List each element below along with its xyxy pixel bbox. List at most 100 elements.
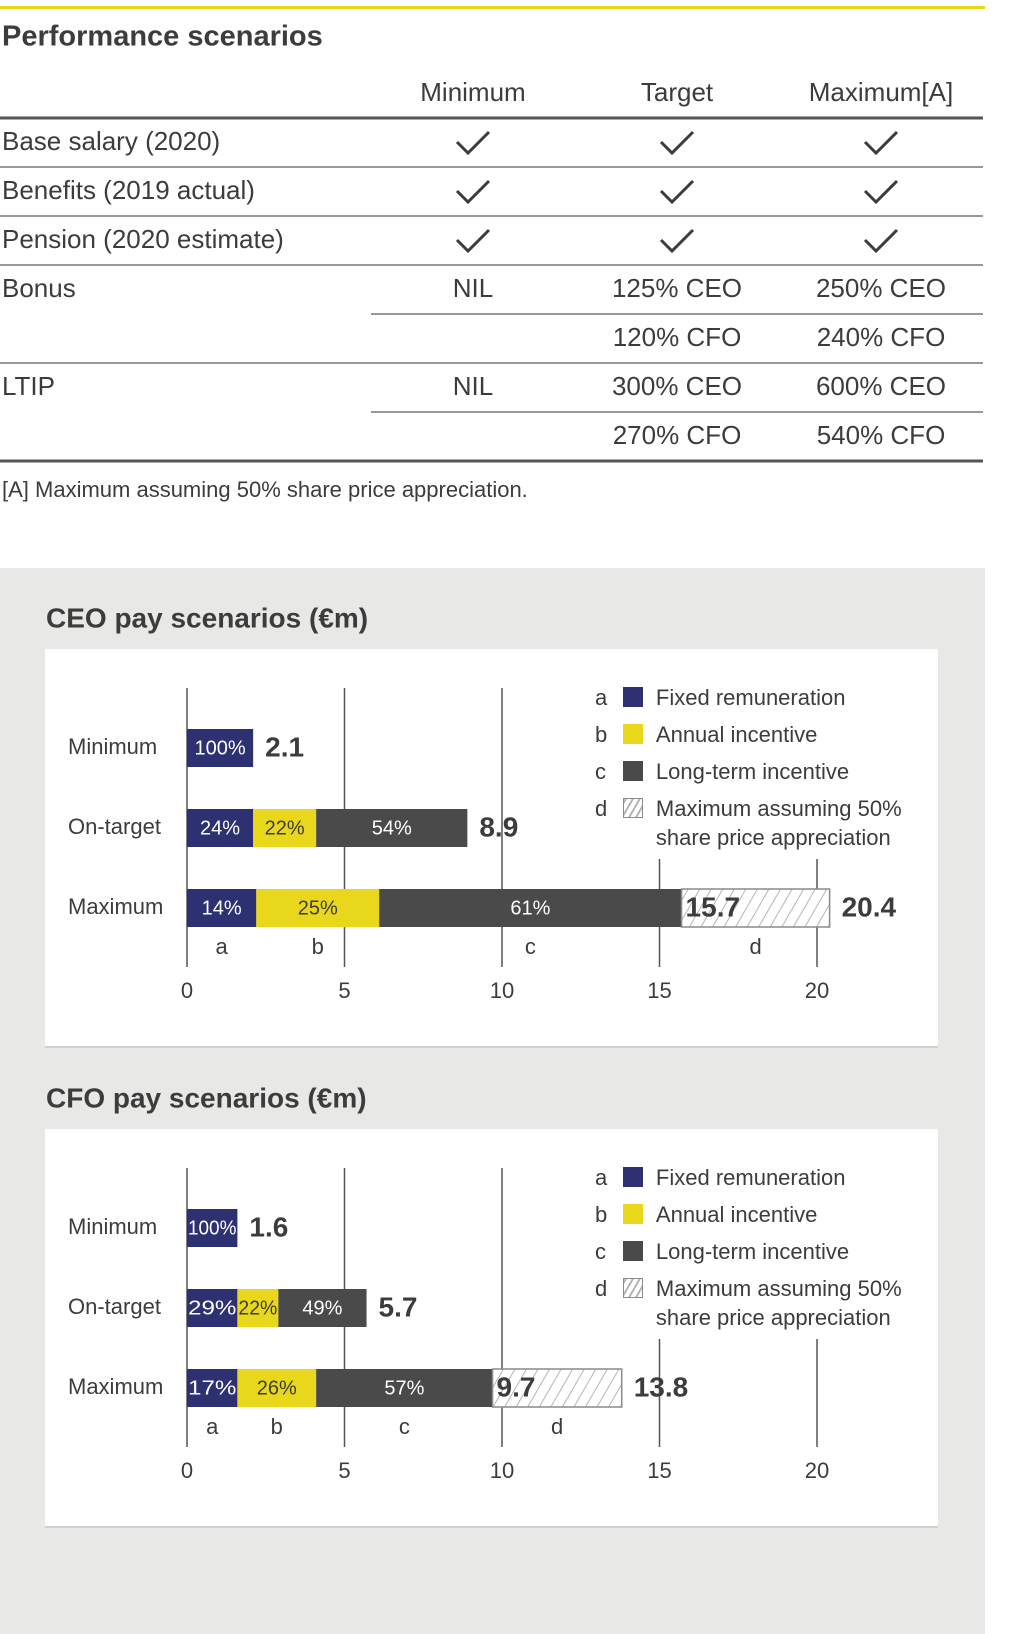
share-label: 25%	[298, 897, 338, 919]
column-header: Target	[641, 77, 714, 107]
chart-box	[45, 649, 938, 1047]
check-icon	[455, 179, 491, 205]
category-label: Minimum	[68, 1214, 157, 1239]
legend-label: Fixed remuneration	[655, 685, 846, 710]
bar-segment	[491, 1368, 623, 1408]
legend-letter: a	[595, 685, 608, 710]
x-tick-label: 10	[490, 1458, 514, 1483]
row-label: Pension (2020 estimate)	[2, 224, 284, 254]
bar-segment	[680, 888, 831, 928]
legend-entry: d Maximum assuming 50% share price apprec…	[595, 794, 925, 852]
segment-letter: d	[551, 1414, 563, 1439]
cell: NIL	[453, 273, 493, 303]
cell: 300% CEO	[612, 371, 742, 401]
legend-label: Maximum assuming 50% share price appreci…	[655, 796, 902, 850]
share-label: 17%	[188, 1377, 237, 1399]
legend-swatch	[622, 1167, 643, 1187]
check-icon	[863, 179, 899, 205]
legend-entry: d Maximum assuming 50% share price apprec…	[595, 1274, 925, 1332]
bar-segment	[187, 1369, 238, 1407]
legend-letter: d	[595, 1276, 608, 1301]
bar-segment	[187, 1289, 238, 1327]
share-label: 61%	[510, 897, 550, 919]
legend-entry: a Fixed remuneration	[595, 1163, 925, 1192]
share-label: 29%	[188, 1297, 237, 1319]
bar-segment	[237, 1369, 317, 1407]
total-label: 8.9	[479, 811, 518, 842]
legend-entry: c Long-term incentive	[595, 757, 925, 786]
bar-segment	[256, 889, 380, 927]
column-header: Maximum[A]	[809, 77, 953, 107]
legend-letter: c	[595, 759, 606, 784]
legend-swatch	[622, 1278, 643, 1298]
cell: 270% CFO	[613, 420, 742, 450]
segment-letter: a	[216, 934, 229, 959]
bar-segment	[316, 1369, 493, 1407]
legend-entry: a Fixed remuneration	[595, 683, 925, 712]
share-label: 57%	[384, 1377, 424, 1399]
check-icon	[659, 130, 695, 156]
share-label: 22%	[238, 1297, 277, 1319]
check-icon	[659, 179, 695, 205]
total-label: 2.1	[265, 731, 304, 762]
segment-letter: a	[206, 1414, 219, 1439]
legend-entry: b Annual incentive	[595, 1200, 925, 1229]
legend-letter: a	[595, 1165, 608, 1190]
total-label: 13.8	[634, 1371, 689, 1402]
x-tick-label: 15	[647, 978, 671, 1003]
legend-swatch	[622, 724, 643, 744]
legend-swatch	[622, 761, 643, 781]
legend-swatch	[622, 1204, 643, 1224]
category-label: Maximum	[68, 1374, 163, 1399]
bar-segment	[278, 1289, 367, 1327]
share-label: 100%	[194, 737, 245, 759]
legend-letter: b	[595, 722, 608, 747]
bar-segment	[187, 1209, 238, 1247]
share-label: 49%	[302, 1297, 342, 1319]
legend-swatch	[622, 1241, 643, 1261]
subtotal-label: 9.7	[497, 1371, 536, 1402]
cell: 120% CFO	[613, 322, 742, 352]
cell: 240% CFO	[817, 322, 946, 352]
row-label: Base salary (2020)	[2, 126, 220, 156]
share-label: 54%	[372, 817, 412, 839]
table-title: Performance scenarios	[2, 21, 323, 53]
legend-label: Long-term incentive	[655, 759, 850, 784]
row-label: Benefits (2019 actual)	[2, 175, 255, 205]
legend-letter: c	[595, 1239, 606, 1264]
legend-letter: d	[595, 796, 608, 821]
bar-segment	[379, 889, 682, 927]
cell: NIL	[453, 371, 493, 401]
legend-swatch	[622, 798, 643, 818]
chart-title: CFO pay scenarios (€m)	[46, 1082, 367, 1113]
legend-label: Long-term incentive	[655, 1239, 850, 1264]
total-label: 5.7	[379, 1291, 418, 1322]
legend-entry: c Long-term incentive	[595, 1237, 925, 1266]
segment-letter: c	[399, 1414, 410, 1439]
check-icon	[659, 228, 695, 254]
bar-segment	[187, 729, 254, 767]
bar-segment	[187, 809, 254, 847]
footnote: [A] Maximum assuming 50% share price app…	[2, 477, 528, 502]
share-label: 24%	[200, 817, 240, 839]
column-header: Minimum	[420, 77, 525, 107]
check-icon	[863, 130, 899, 156]
category-label: Minimum	[68, 734, 157, 759]
share-label: 22%	[265, 817, 305, 839]
cell: 600% CEO	[816, 371, 946, 401]
legend: a Fixed remuneration b Annual incentive c Lon…	[595, 1163, 925, 1340]
cell: 125% CEO	[612, 273, 742, 303]
legend-label: Fixed remuneration	[655, 1165, 846, 1190]
total-label: 1.6	[249, 1211, 288, 1242]
cell: 540% CFO	[817, 420, 946, 450]
chart-box	[45, 1129, 938, 1527]
row-label: LTIP	[2, 371, 55, 401]
legend-entry: b Annual incentive	[595, 720, 925, 749]
check-icon	[863, 228, 899, 254]
x-tick-label: 5	[338, 1458, 350, 1483]
legend-swatch	[622, 687, 643, 707]
category-label: Maximum	[68, 894, 163, 919]
legend-letter: b	[595, 1202, 608, 1227]
category-label: On-target	[68, 1294, 161, 1319]
